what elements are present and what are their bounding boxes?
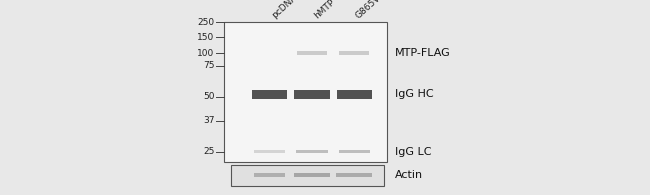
Text: Actin: Actin (395, 170, 423, 180)
Bar (337, 173, 372, 177)
Bar (297, 51, 327, 55)
Text: 25: 25 (203, 147, 215, 156)
Bar (224, 22, 387, 162)
Text: 75: 75 (203, 61, 215, 70)
Bar (296, 150, 328, 153)
Bar (339, 51, 369, 55)
Text: 100: 100 (197, 49, 214, 58)
Text: pcDNA3: pcDNA3 (270, 0, 303, 20)
Text: IgG LC: IgG LC (395, 147, 431, 157)
Text: hMTP: hMTP (312, 0, 336, 20)
Bar (339, 150, 370, 153)
Bar (337, 90, 372, 99)
Bar (231, 165, 384, 186)
Text: 250: 250 (198, 18, 214, 27)
Text: 150: 150 (197, 33, 214, 42)
Text: 37: 37 (203, 116, 215, 125)
Bar (254, 173, 285, 177)
Text: IgG HC: IgG HC (395, 89, 433, 99)
Bar (294, 90, 330, 99)
Text: G865V: G865V (354, 0, 383, 20)
Bar (252, 90, 287, 99)
Text: MTP-FLAG: MTP-FLAG (395, 48, 450, 58)
Bar (294, 173, 330, 177)
Bar (254, 150, 285, 153)
Text: 50: 50 (203, 92, 215, 101)
